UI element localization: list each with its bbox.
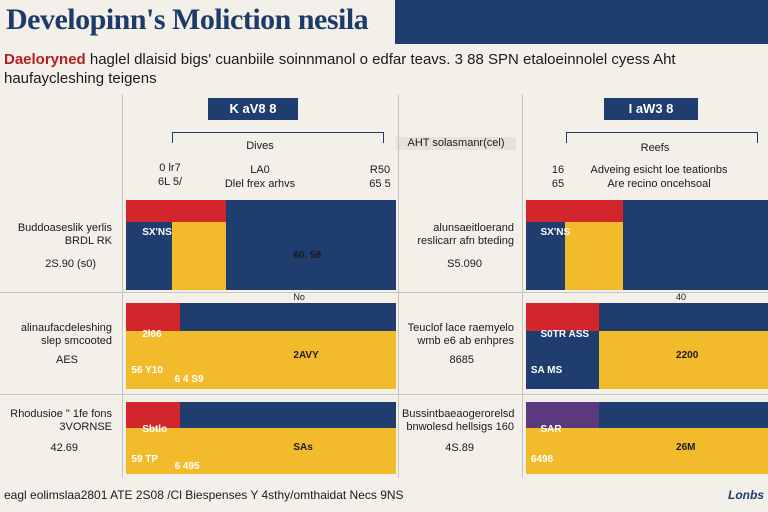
right-row-1-main-seg-1 [526,222,565,290]
left-row-3-seg-label-3: 59 TP [131,453,159,465]
left-row-1-main-seg-3 [225,222,396,290]
right-row-1-value: S5.090 [447,258,482,270]
left-row-1-main-seg-2 [171,222,226,290]
right-row-2-seg-label-1: S0TR ASS [540,328,590,340]
right-row-2-main-seg-1 [526,331,599,389]
footer-logo: Lonbs [728,488,764,502]
left-row-3-label: Rhodusioe " 1fe fons 3VORNSE [10,408,112,433]
right-row-3-main-seg-1 [526,428,768,474]
right-row-2-top-seg-2 [598,303,768,331]
left-col-right-bottom: 65 5 [369,178,391,190]
gridline-mid-left [398,94,399,478]
right-panel-bracket [566,132,758,143]
gridline-left [122,94,123,478]
right-row-1-seg-label-1: SX'NS [540,227,571,238]
left-row-1-axis-tick: No [293,292,305,302]
right-row-1-axis-tick: 40 [676,292,687,302]
left-row-3-seg-label-1: Sbtlo [142,423,168,435]
left-row-1-top-seg-3 [225,200,396,222]
panel-note: AHT solasmanr(cel) [396,137,516,150]
right-panel-header: I aW3 8 [604,98,698,120]
right-row-2-seg-label-3: SA MS [530,364,563,376]
right-row-2-seg-label-2: 2200 [676,350,699,362]
left-row-3-top-seg-2 [180,402,396,428]
right-row-1-label: alunsaeitloerand reslicarr afn bteding [417,222,514,247]
title-box: Developinn's Moliction nesila [0,0,395,44]
right-col-mid-top: Adveing esicht loe teationbs [590,164,728,176]
left-panel-bracket [172,132,384,143]
left-row-1-label: Buddoaseslik yerlis BRDL RK [17,222,112,247]
left-row-2-seg-label-4: 6 4 S9 [174,373,204,385]
left-row-2-label: alinaufacdeleshing slep smcooted [20,322,112,347]
right-row-1-top-seg-3 [622,200,768,222]
right-col-mid-bottom: Are recino oncehsoal [607,178,711,190]
left-row-3-top-seg-1 [126,402,180,428]
left-row-2-top-seg-2 [180,303,396,331]
left-row-3-main-seg-2 [244,428,396,474]
chart-title: Developinn's Moliction nesila [6,3,369,36]
right-row-3-top-seg-2 [598,402,768,428]
left-row-2-value: AES [55,354,78,366]
left-row-2-main-seg-2 [244,331,396,389]
left-row-1-top-seg-2 [171,200,226,222]
left-col-left-bottom: 6L 5/ [157,176,183,188]
right-row-1-main-seg-2 [564,222,623,290]
left-col-mid-top: LA0 [250,164,270,176]
right-col-left-bottom: 65 [551,178,565,190]
left-col-mid-bottom: Dlel frex arhvs [224,178,296,190]
footer-source: eagl eolimslaa2801 ATE 2S08 /Cl Biespens… [4,488,404,502]
left-row-1-value: 2S.90 (s0) [45,258,96,270]
right-row-1-main-seg-3 [622,222,768,290]
right-row-3-seg-label-3: 6498 [530,453,554,465]
subtitle-text: haglel dlaisid bigs' cuanbiile soinnmano… [89,51,676,68]
subtitle-prefix: Daeloryned [4,51,86,68]
gridline-row2 [0,394,768,395]
left-row-3-seg-label-2: SAs [293,441,313,453]
left-row-1-seg-label-2: 60. 58 [293,249,322,261]
chart-subtitle: Daeloryned haglel dlaisid bigs' cuanbiil… [4,50,704,88]
subtitle-line2: haufaycleshing teigens [4,70,157,87]
title-bar: Developinn's Moliction nesila [0,0,768,44]
left-row-2-seg-label-2: 2AVY [293,350,319,362]
right-row-2-main-seg-2 [598,331,768,389]
right-group-label: Reefs [640,142,670,154]
right-row-3-top-seg-1 [526,402,599,428]
left-row-2-seg-label-3: 56 Y10 [131,364,163,376]
left-row-1-main-seg-1 [126,222,172,290]
left-row-3-main-seg-1 [126,428,245,474]
left-group-label: Dives [246,140,274,152]
gridline-row1 [0,292,768,293]
left-row-3-seg-label-4: 6 495 [174,461,200,473]
right-row-2-value: 8685 [449,354,474,366]
left-row-1-top-seg-1 [126,200,172,222]
left-row-2-main-seg-1 [126,331,245,389]
left-panel-header: K aV8 8 [208,98,298,120]
left-col-left-top: 0 lr7 [159,162,181,174]
left-row-2-top-seg-1 [126,303,180,331]
right-row-3-seg-label-2: 26M [676,441,696,453]
left-row-2-seg-label-1: 2l66 [142,328,162,340]
right-col-left-top: 16 [551,164,565,176]
left-col-right-top: R50 [369,164,391,176]
gridline-mid-right [522,94,523,478]
right-row-3-value: 4S.89 [445,442,474,454]
right-row-3-label: Bussintbaeaogerorelsd bnwolesd hellsigs … [402,408,515,433]
right-row-2-label: Teuclof lace raemyelo wmb e6 ab enhpres [407,322,514,347]
right-row-3-seg-label-1: SAR [540,423,562,435]
right-row-1-top-seg-1 [526,200,565,222]
right-row-2-top-seg-1 [526,303,599,331]
left-row-3-value: 42.69 [50,442,78,454]
left-row-1-seg-label-1: SX'NS [142,227,172,238]
right-row-1-top-seg-2 [564,200,623,222]
